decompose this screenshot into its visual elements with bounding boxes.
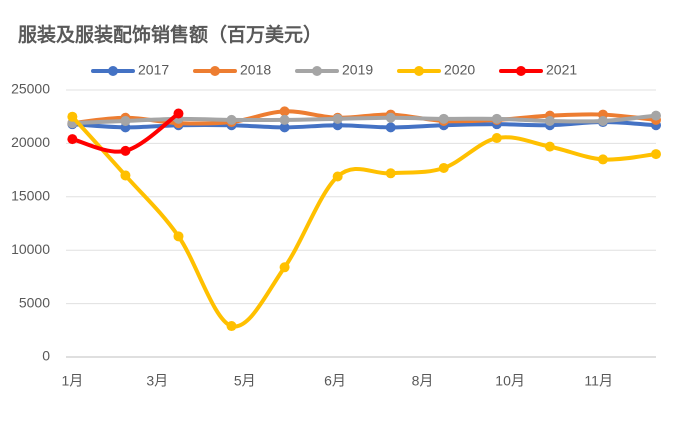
point [226,321,237,332]
legend-label: 2020 [444,62,475,78]
point [120,145,131,156]
point [385,168,396,179]
legend-label: 2021 [546,62,577,78]
y-tick-label: 10000 [11,241,50,257]
point [279,106,290,117]
point [385,122,396,133]
point [597,115,608,126]
point [279,122,290,133]
point [279,262,290,273]
point [597,154,608,165]
point [67,111,78,122]
point [173,231,184,242]
y-tick-label: 25000 [11,81,50,97]
point [332,113,343,124]
point [226,114,237,125]
point [279,114,290,125]
y-tick-label: 20000 [11,134,50,150]
legend-label: 2019 [342,62,373,78]
y-tick-label: 0 [42,348,50,364]
legend-marker [210,66,220,76]
legend-marker [516,66,526,76]
legend-label: 2018 [240,62,271,78]
point [173,108,184,119]
point [332,171,343,182]
point [385,112,396,123]
point [651,149,661,160]
x-tick-label: 8月 [412,373,434,389]
point [120,115,131,126]
legend-marker [414,66,424,76]
point [544,141,555,152]
point [491,133,502,144]
legend-marker [108,66,118,76]
point [544,115,555,126]
x-tick-label: 1月 [61,373,83,389]
point [438,162,449,173]
y-tick-label: 15000 [11,188,50,204]
x-tick-label: 11月 [584,373,613,389]
x-tick-label: 10月 [495,373,525,389]
x-tick-label: 3月 [146,373,168,389]
legend-marker [312,66,322,76]
point [120,170,131,181]
point [438,113,449,124]
x-tick-label: 6月 [324,373,346,389]
legend-label: 2017 [138,62,169,78]
point [651,110,661,121]
x-tick-label: 5月 [234,373,256,389]
chart-title: 服装及服装配饰销售额（百万美元） [18,23,322,46]
point [491,113,502,124]
point [67,134,78,145]
y-tick-label: 5000 [19,294,50,310]
